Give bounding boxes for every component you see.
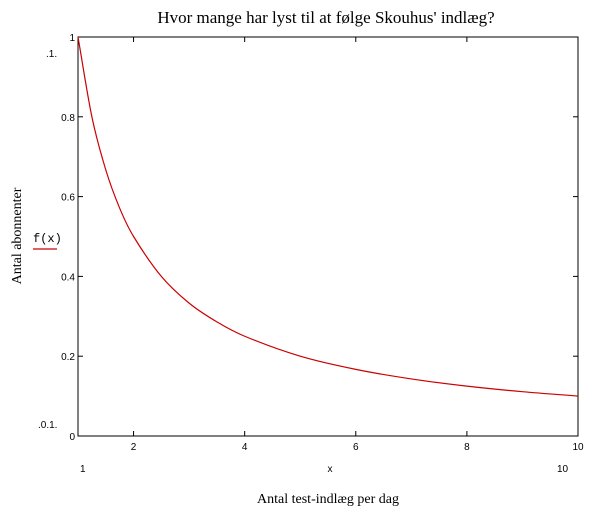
tick-labels: 2 4 6 8 10 0 0.2 0.4 0.6 0.8 1 [61, 33, 584, 453]
legend: f(x) [33, 232, 62, 250]
x-limit-right-label: 10 [557, 464, 569, 475]
x-tick-label-4: 10 [572, 442, 584, 453]
x-tick-label-1: 4 [242, 442, 248, 453]
series-line-f [77, 36, 579, 397]
legend-label-f: f(x) [33, 232, 62, 246]
x-variable-label: x [328, 464, 333, 475]
y-tick-label-5: 1 [69, 33, 75, 44]
x-tick-label-2: 6 [353, 442, 359, 453]
y-tick-label-3: 0.6 [61, 193, 75, 204]
plot-area: 2 4 6 8 10 0 0.2 0.4 0.6 0.8 1 [61, 33, 584, 453]
x-tick-label-3: 8 [464, 442, 470, 453]
plot-frame [77, 36, 579, 437]
x-limit-left-label: 1 [80, 464, 86, 475]
y-axis-label: Antal abonnenter [10, 187, 25, 284]
y-limit-top-label: .1. [46, 49, 57, 60]
x-tick-label-0: 2 [131, 442, 137, 453]
y-tick-label-4: 0.8 [61, 113, 75, 124]
chart-title: Hvor mange har lyst til at følge Skouhus… [157, 8, 494, 27]
y-tick-label-2: 0.4 [61, 272, 75, 283]
y-tick-label-1: 0.2 [61, 352, 75, 363]
y-limit-bottom-label: .0.1. [38, 420, 57, 431]
y-tick-label-0: 0 [69, 432, 75, 443]
x-axis-label: Antal test-indlæg per dag [257, 492, 399, 507]
axis-ticks [78, 36, 579, 437]
